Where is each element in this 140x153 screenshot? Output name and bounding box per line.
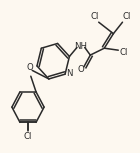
Text: Cl: Cl bbox=[90, 12, 99, 21]
Text: O: O bbox=[27, 63, 33, 72]
Text: NH: NH bbox=[74, 42, 87, 51]
Text: Cl: Cl bbox=[120, 48, 128, 57]
Text: Cl: Cl bbox=[24, 132, 32, 141]
Text: Cl: Cl bbox=[122, 12, 130, 21]
Text: N: N bbox=[66, 69, 72, 78]
Text: O: O bbox=[77, 65, 84, 74]
